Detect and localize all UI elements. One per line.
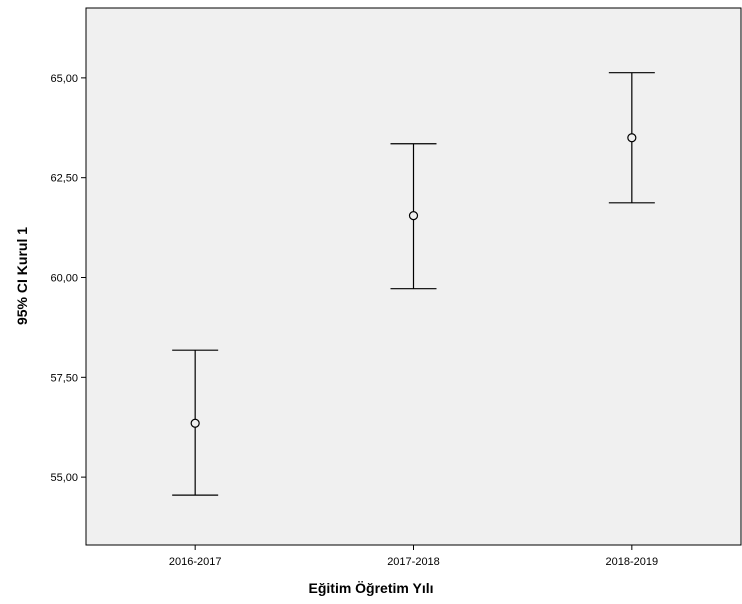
mean-point (408, 211, 419, 221)
x-tick-label: 2017-2018 (387, 556, 440, 568)
y-tick-label: 65,00 (50, 73, 78, 85)
x-axis-title: Eğitim Öğretim Yılı (309, 580, 434, 596)
x-tick-label: 2018-2019 (606, 556, 659, 568)
y-tick-label: 57,50 (50, 372, 78, 384)
mean-point (190, 418, 200, 428)
mean-point (627, 133, 637, 143)
error-bars (172, 72, 655, 496)
x-tick-label: 2016-2017 (169, 556, 222, 568)
y-tick-label: 60,00 (50, 272, 78, 284)
y-tick-label: 55,00 (50, 472, 78, 484)
y-tick-label: 62,50 (50, 173, 78, 185)
y-axis: 55,00 57,50 60,00 62,50 65,00 (50, 73, 86, 484)
y-axis-title: 95% CI Kurul 1 (14, 227, 30, 325)
x-axis: 2016-2017 2017-2018 2018-2019 (169, 545, 658, 568)
